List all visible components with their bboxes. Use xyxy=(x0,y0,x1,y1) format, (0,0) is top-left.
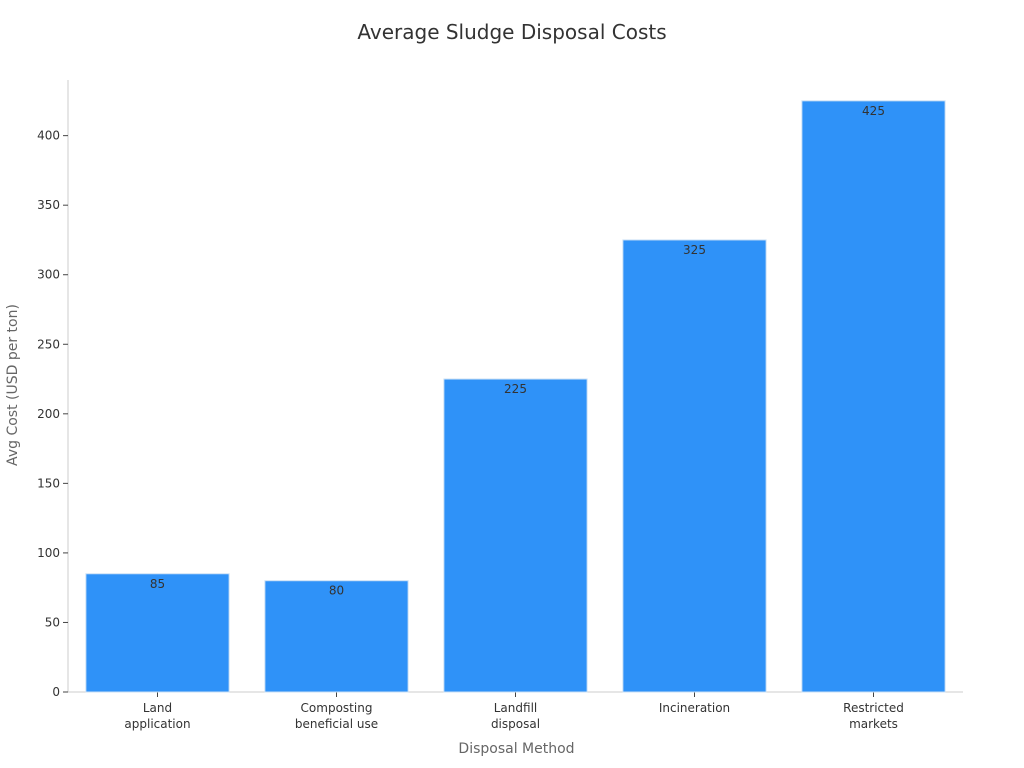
x-tick-label-line: application xyxy=(124,717,190,731)
x-axis: Land application Composting beneficial use L… xyxy=(68,691,963,731)
bar xyxy=(264,580,409,693)
bar-data-label: 85 xyxy=(150,577,165,591)
bar-labels: 85 80 225 325 425 xyxy=(150,104,885,598)
bar xyxy=(85,573,230,693)
y-axis: 0 50 100 150 200 250 300 350 400 xyxy=(37,80,69,699)
x-tick-label: Landfill disposal xyxy=(491,701,540,731)
x-axis-label: Disposal Method xyxy=(458,741,575,757)
bar xyxy=(443,378,588,693)
y-tick-label: 0 xyxy=(52,685,60,699)
bar-data-label: 225 xyxy=(504,382,527,396)
bars xyxy=(85,100,946,693)
chart-title: Average Sludge Disposal Costs xyxy=(357,20,667,44)
y-tick-label: 250 xyxy=(37,337,60,351)
x-tick-label: Incineration xyxy=(659,701,730,715)
x-tick-label-line: disposal xyxy=(491,717,540,731)
bar-data-label: 325 xyxy=(683,243,706,257)
y-tick-label: 150 xyxy=(37,476,60,490)
x-tick-label-line: Landfill xyxy=(494,701,538,715)
x-tick-label: Restricted markets xyxy=(843,701,904,731)
x-tick-label-line: Composting xyxy=(301,701,373,715)
bar xyxy=(801,100,946,693)
x-tick-label-line: Restricted xyxy=(843,701,904,715)
x-tick-label-line: Land xyxy=(143,701,172,715)
x-tick-label-line: markets xyxy=(849,717,898,731)
y-tick-label: 300 xyxy=(37,268,60,282)
y-tick-label: 100 xyxy=(37,546,60,560)
bar-data-label: 80 xyxy=(329,584,344,598)
x-tick-label-line: Incineration xyxy=(659,701,730,715)
x-tick-label: Land application xyxy=(124,701,190,731)
y-tick-label: 200 xyxy=(37,407,60,421)
x-tick-label: Composting beneficial use xyxy=(295,701,378,731)
y-tick-label: 350 xyxy=(37,198,60,212)
x-tick-label-line: beneficial use xyxy=(295,717,378,731)
y-tick-label: 400 xyxy=(37,129,60,143)
y-tick-label: 50 xyxy=(45,615,60,629)
bar xyxy=(622,239,767,693)
bar-data-label: 425 xyxy=(862,104,885,118)
